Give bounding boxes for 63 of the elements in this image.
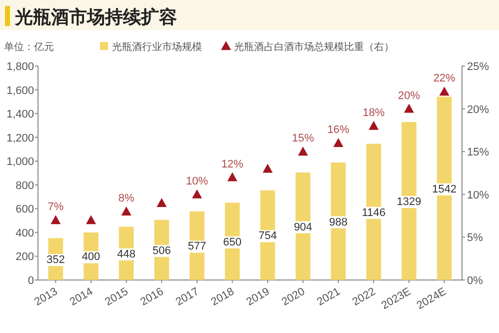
y2-tick-label: 25%	[467, 61, 490, 73]
data-label: 22%	[433, 72, 456, 85]
x-tick-label: 2016	[138, 286, 166, 308]
point	[262, 164, 273, 173]
x-tick-label: 2022	[350, 286, 378, 308]
y2-tick-label: 0%	[467, 275, 484, 287]
point	[227, 172, 238, 182]
data-label: 988	[329, 216, 348, 228]
x-tick-label: 2013	[32, 286, 60, 308]
x-tick-label: 2017	[174, 286, 202, 308]
data-label: 754	[258, 230, 277, 242]
point	[156, 198, 167, 207]
data-label: 1329	[396, 196, 422, 208]
y-tick-label: 1,800	[6, 61, 34, 73]
point	[50, 215, 61, 224]
data-label: 904	[294, 221, 312, 234]
y2-tick-label: 20%	[467, 104, 490, 116]
y-tick-label: 1,200	[6, 132, 34, 144]
data-label: 506	[152, 244, 171, 257]
data-label: 10%	[186, 175, 208, 188]
y2-tick-label: 10%	[467, 189, 490, 202]
x-tick-label: 2014	[68, 286, 96, 308]
x-tick-label: 2021	[315, 286, 342, 308]
y-tick-label: 1,400	[6, 108, 34, 121]
legend-label: 光瓶酒占白酒市场总规模比重（右）	[234, 41, 394, 53]
data-label: 1542	[432, 183, 457, 196]
point	[404, 104, 414, 113]
data-label: 18%	[362, 106, 385, 119]
data-label: 15%	[292, 132, 314, 145]
x-tick-label: 2019	[244, 286, 272, 308]
data-label: 352	[46, 254, 65, 266]
point	[368, 120, 379, 130]
data-label: 16%	[327, 124, 350, 136]
data-label: 650	[223, 236, 242, 248]
y2-tick-label: 5%	[467, 232, 484, 244]
legend-label: 光瓶酒行业市场规模	[112, 41, 202, 53]
data-label: 448	[117, 248, 136, 260]
point	[86, 215, 96, 224]
x-tick-label: 2018	[209, 286, 236, 308]
y-tick-label: 1,000	[6, 156, 34, 168]
data-label: 7%	[48, 201, 64, 214]
point	[298, 146, 308, 156]
title: 光瓶酒市场持续扩容	[15, 7, 177, 27]
point	[439, 86, 450, 96]
y-tick-label: 800	[16, 180, 34, 192]
y-tick-label: 600	[16, 204, 34, 216]
y-tick-label: 400	[16, 227, 34, 240]
data-label: 1146	[362, 206, 386, 219]
data-label: 400	[82, 251, 100, 264]
point	[333, 138, 344, 148]
data-label: 577	[188, 240, 206, 253]
y2-tick-label: 15%	[467, 146, 490, 159]
y-tick-label: 1,600	[6, 84, 34, 97]
data-label: 20%	[398, 90, 420, 102]
x-tick-label: 2015	[103, 286, 130, 308]
point	[192, 189, 202, 198]
y-tick-label: 0	[28, 275, 34, 287]
data-label: 8%	[118, 192, 134, 205]
point	[121, 206, 132, 216]
y-tick-label: 200	[16, 251, 34, 264]
y-axis-title: 单位：亿元	[4, 41, 54, 53]
data-label: 12%	[221, 158, 244, 170]
x-tick-label: 2020	[280, 286, 308, 308]
